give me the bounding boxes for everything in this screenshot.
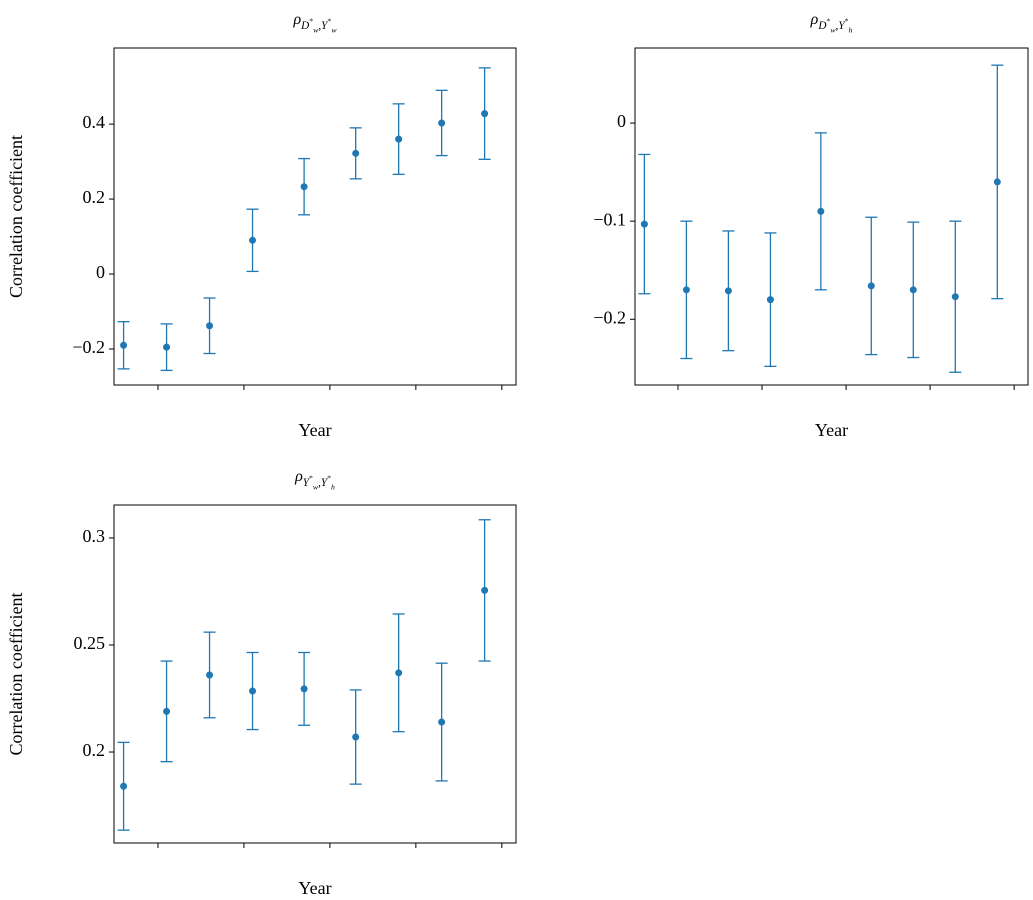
y-tick-label: 0: [96, 262, 105, 282]
point: [206, 322, 214, 330]
x-axis-label: Year: [298, 420, 331, 440]
point: [120, 341, 128, 349]
point: [120, 782, 128, 790]
point: [352, 733, 360, 741]
point: [300, 685, 308, 693]
subplot-title: ρD*w,Y*w: [292, 11, 337, 35]
point: [352, 149, 360, 157]
point: [766, 296, 774, 304]
point: [867, 282, 875, 290]
x-axis-label: Year: [298, 878, 331, 898]
point: [249, 236, 257, 244]
y-tick-label: 0.25: [74, 633, 106, 653]
point: [395, 135, 403, 143]
point: [640, 220, 648, 228]
y-tick-label: −0.2: [593, 307, 626, 327]
subplot-title: ρD*w,Y*h: [810, 11, 853, 35]
y-axis-label: Correlation coefficient: [6, 592, 26, 755]
point: [993, 178, 1001, 186]
y-tick-label: −0.1: [593, 209, 626, 229]
y-tick-label: 0.3: [83, 526, 106, 546]
point: [395, 669, 403, 677]
y-tick-label: 0.2: [83, 187, 106, 207]
y-axis-label: Correlation coefficient: [6, 135, 26, 298]
point: [249, 687, 257, 695]
subplot: ρD*w,Y*h Year −0.2 −0.1 0: [593, 11, 1029, 440]
point: [438, 718, 446, 726]
subplot: ρY*w,Y*h Year Correlation coefficient 0.2 0.…: [6, 468, 517, 898]
y-tick-label: −0.2: [72, 337, 105, 357]
point: [481, 586, 489, 594]
subplot-title: ρY*w,Y*h: [294, 468, 335, 492]
point: [909, 286, 917, 294]
point: [724, 287, 732, 295]
point: [682, 286, 690, 294]
point: [481, 110, 489, 118]
point: [817, 207, 825, 215]
axes-frame: [113, 504, 517, 844]
point: [163, 343, 171, 351]
axes-frame: [113, 47, 517, 386]
y-tick-label: 0.2: [83, 740, 106, 760]
axes-frame: [634, 47, 1029, 386]
point: [206, 671, 214, 679]
y-tick-label: 0.4: [83, 112, 106, 132]
y-tick-label: 0: [617, 111, 626, 131]
point: [163, 707, 171, 715]
point: [300, 183, 308, 191]
point: [951, 293, 959, 301]
point: [438, 119, 446, 127]
subplot: ρD*w,Y*w Year Correlation coefficient −0.2 0…: [6, 11, 517, 440]
x-axis-label: Year: [815, 420, 848, 440]
